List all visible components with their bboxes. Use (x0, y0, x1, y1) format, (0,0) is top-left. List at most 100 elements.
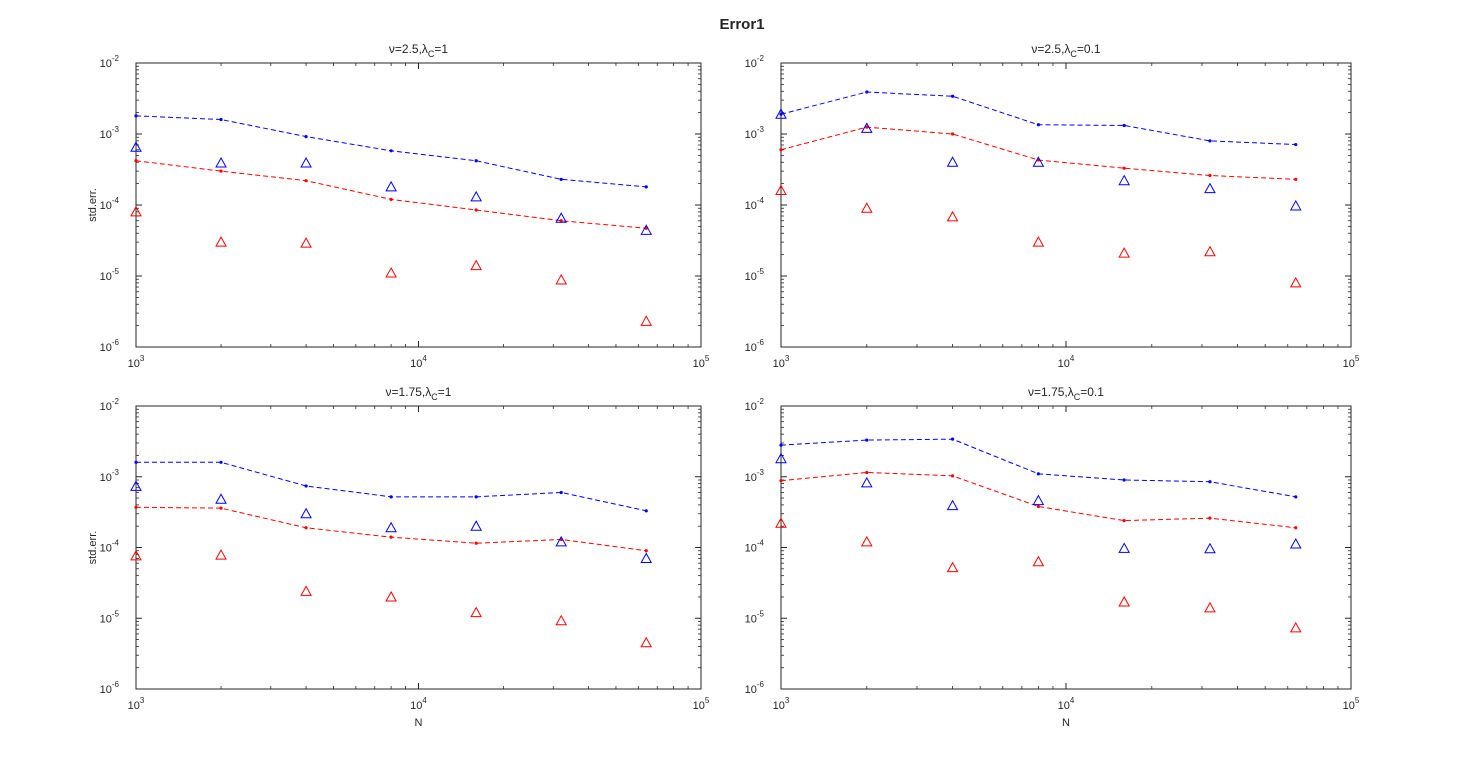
red-triangles-marker (775, 184, 787, 196)
blue-triangles-marker (1032, 156, 1045, 167)
blue-triangles-marker (555, 212, 568, 223)
subplot-title-subscript: C (1070, 49, 1077, 59)
y-tick-label-base: 10 (745, 342, 757, 354)
red-line-point (950, 132, 955, 136)
subplot-title-subscript: C (1074, 392, 1081, 402)
blue-line-point (559, 490, 563, 495)
x-tick-label-exponent: 5 (705, 696, 710, 705)
series-red-triangles (130, 205, 653, 326)
blue-line-point (644, 185, 648, 189)
red-triangles-marker (860, 535, 873, 547)
red-line-point (219, 506, 223, 510)
red-triangles-marker (385, 267, 397, 278)
y-tick-label-exponent: -5 (112, 267, 120, 276)
blue-line-point (134, 460, 138, 464)
red-line-point (1208, 173, 1212, 178)
blue-line-point (1208, 480, 1212, 484)
y-tick-label-base: 10 (100, 472, 112, 484)
blue-triangles-marker (555, 535, 568, 547)
x-tick-label: 105 (693, 354, 710, 370)
y-tick-label-exponent: -6 (757, 680, 765, 689)
red-triangles-marker (470, 606, 483, 618)
figure-title: Error1 (719, 16, 764, 33)
blue-triangles-marker (775, 452, 787, 464)
y-tick-label: 10-5 (745, 609, 765, 625)
y-tick-label-exponent: -5 (757, 609, 765, 618)
x-tick-label: 105 (1343, 696, 1360, 712)
blue-line-point (219, 460, 223, 464)
y-tick-label-exponent: -5 (112, 609, 120, 618)
red-line-point (474, 208, 478, 212)
y-tick-label-exponent: -6 (112, 680, 120, 689)
red-triangles-marker (1032, 236, 1045, 247)
red-triangles-marker (1118, 247, 1131, 258)
subplot-title-suffix: =1 (434, 42, 448, 56)
y-tick-label-exponent: -4 (112, 539, 120, 548)
blue-triangles-marker (470, 520, 483, 531)
blue-triangles-marker (385, 180, 397, 192)
red-triangles-marker (640, 315, 653, 326)
x-tick-label-exponent: 5 (1355, 696, 1360, 705)
series-blue-line (779, 437, 1298, 499)
red-triangles-marker (130, 205, 142, 217)
red-line-point (559, 219, 563, 223)
x-tick-label-exponent: 3 (140, 696, 145, 705)
series-red-triangles (775, 517, 1302, 633)
series-blue-triangles (130, 141, 653, 235)
blue-line-point (219, 117, 223, 122)
subplot-title: ν=1.75,λC=0.1 (1028, 385, 1104, 402)
blue-triangles-marker (860, 476, 873, 488)
y-tick-label-exponent: -3 (112, 125, 120, 134)
subplot-title-main: ν=1.75,λ (1028, 385, 1074, 399)
blue-line-point (865, 438, 869, 442)
x-tick-label-exponent: 4 (1070, 354, 1075, 363)
blue-triangles-marker (640, 552, 653, 563)
x-tick-label-exponent: 4 (422, 354, 427, 363)
series-blue-line (779, 90, 1298, 147)
y-tick-label: 10-5 (100, 609, 120, 625)
blue-line-point (304, 134, 308, 139)
x-tick-label: 104 (410, 696, 427, 712)
y-tick-label-exponent: -2 (757, 54, 765, 63)
y-tick-label: 10-6 (100, 680, 120, 696)
red-line-point (1122, 519, 1126, 523)
red-triangles-marker (946, 210, 959, 222)
red-triangles-marker (300, 237, 312, 248)
blue-line-point (389, 495, 393, 499)
y-tick-label-base: 10 (745, 271, 757, 283)
y-tick-label: 10-4 (745, 196, 765, 212)
x-tick-label-base: 10 (773, 358, 785, 370)
blue-line-point (559, 177, 563, 181)
red-triangles-marker (555, 614, 568, 626)
x-tick-label-exponent: 3 (785, 696, 790, 705)
red-line-point (865, 125, 869, 129)
series-red-line (779, 125, 1298, 181)
y-tick-label-base: 10 (100, 342, 112, 354)
y-tick-label-base: 10 (100, 613, 112, 625)
red-line-point (474, 541, 478, 545)
subplot-title-suffix: =0.1 (1080, 385, 1104, 399)
x-tick-label-base: 10 (1343, 700, 1355, 712)
blue-triangles-marker (1118, 174, 1131, 186)
blue-line-point (950, 437, 955, 441)
series-red-triangles (775, 184, 1302, 288)
blue-triangles-marker (215, 157, 227, 168)
blue-triangles-marker (946, 156, 959, 167)
y-tick-label-exponent: -2 (757, 397, 765, 406)
blue-triangles-marker (300, 507, 312, 519)
blue-line-point (1294, 142, 1298, 147)
subplot-title-subscript: C (431, 392, 438, 402)
blue-triangles-marker (860, 122, 873, 133)
x-tick-label: 103 (773, 354, 790, 370)
y-tick-label: 10-5 (745, 267, 765, 283)
subplot-title: ν=1.75,λC=1 (386, 385, 452, 402)
red-line-point (219, 169, 223, 173)
blue-triangles-marker (1204, 542, 1216, 554)
x-tick-label-base: 10 (1343, 358, 1355, 370)
y-tick-label-base: 10 (100, 271, 112, 283)
x-tick-label: 104 (410, 354, 427, 370)
axes-box (135, 62, 702, 348)
subplot-3: 103 104 10510-610-510-410-310-2ν=1.75,λC=1… (87, 385, 710, 729)
y-tick-label-base: 10 (745, 543, 757, 555)
blue-triangles-marker (775, 108, 787, 119)
